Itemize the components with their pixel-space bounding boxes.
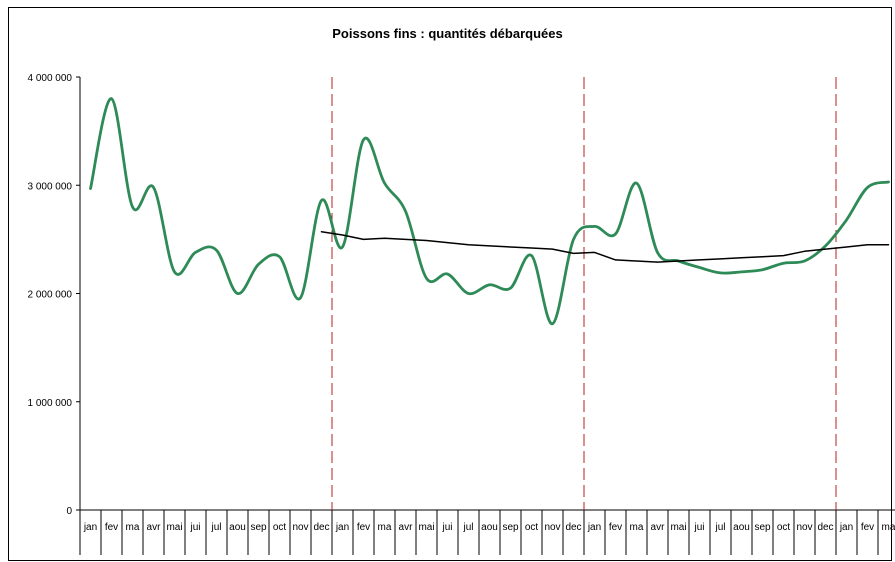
x-tick-label: mai xyxy=(670,522,686,533)
x-tick-label: fev xyxy=(609,522,622,533)
x-tick-label: avr xyxy=(651,522,666,533)
x-tick-label: fev xyxy=(105,522,118,533)
x-tick-label: jan xyxy=(587,522,601,533)
x-tick-label: aou xyxy=(481,522,498,533)
x-tick-label: jul xyxy=(462,522,473,533)
x-tick-label: oct xyxy=(273,522,287,533)
x-tick-label: jan xyxy=(83,522,97,533)
y-tick-label: 2 000 000 xyxy=(28,290,73,301)
chart-title: Poissons fins : quantités débarquées xyxy=(332,26,563,41)
x-tick-label: fev xyxy=(861,522,874,533)
x-tick-label: ma xyxy=(882,522,895,533)
year-dividers xyxy=(331,77,837,510)
x-tick-label: jan xyxy=(839,522,853,533)
y-tick-label: 4 000 000 xyxy=(28,73,73,84)
x-tick-label: ma xyxy=(630,522,644,533)
x-tick-label: aou xyxy=(229,522,246,533)
x-tick-label: aou xyxy=(733,522,750,533)
y-tick-label: 1 000 000 xyxy=(28,398,73,409)
x-tick-label: ma xyxy=(378,522,392,533)
y-axis: 0 1 000 000 2 000 000 3 000 000 4 000 000 xyxy=(28,73,81,517)
x-tick-label: jul xyxy=(210,522,221,533)
series-line-monthly xyxy=(89,97,890,326)
x-tick-label: fev xyxy=(357,522,370,533)
x-tick-label: mai xyxy=(166,522,182,533)
x-tick-label: nov xyxy=(292,522,308,533)
x-tick-label: dec xyxy=(313,522,329,533)
x-tick-label: sep xyxy=(754,522,771,533)
x-tick-label: jui xyxy=(693,522,704,533)
x-tick-label: jui xyxy=(441,522,452,533)
x-tick-label: avr xyxy=(399,522,414,533)
x-tick-label: nov xyxy=(544,522,560,533)
x-tick-label: mai xyxy=(418,522,434,533)
x-tick-label: ma xyxy=(126,522,140,533)
x-axis: jan fev ma avr mai jui jul aou sep oct nov dec jan fe… xyxy=(79,509,895,555)
chart-frame xyxy=(8,7,892,561)
x-tick-label: jui xyxy=(189,522,200,533)
x-tick-label: avr xyxy=(147,522,162,533)
x-tick-label: sep xyxy=(250,522,267,533)
x-tick-label: oct xyxy=(525,522,539,533)
x-tick-label: dec xyxy=(565,522,581,533)
series-line-trend xyxy=(320,231,890,263)
x-tick-label: dec xyxy=(817,522,833,533)
x-tick-label: nov xyxy=(796,522,812,533)
x-tick-label: jan xyxy=(335,522,349,533)
y-tick-label: 3 000 000 xyxy=(28,181,73,192)
series-layer xyxy=(89,97,890,326)
x-tick-label: sep xyxy=(502,522,519,533)
x-tick-label: oct xyxy=(777,522,791,533)
y-tick-label: 0 xyxy=(66,506,72,517)
x-tick-label: jul xyxy=(714,522,725,533)
